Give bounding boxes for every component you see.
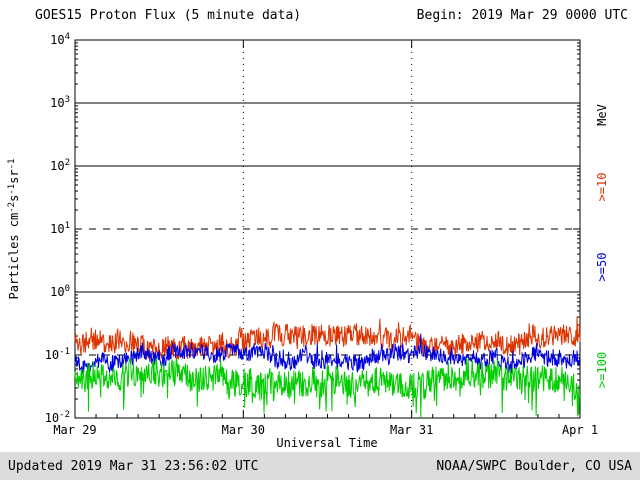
legend-ge100-label: >=100	[595, 351, 609, 389]
svg-text:101: 101	[50, 221, 70, 236]
footer-bar: Updated 2019 Mar 31 23:56:02 UTC NOAA/SW…	[0, 452, 640, 480]
svg-text:102: 102	[50, 158, 70, 173]
svg-text:Mar 29: Mar 29	[53, 423, 96, 437]
updated-timestamp: Updated 2019 Mar 31 23:56:02 UTC	[8, 458, 259, 474]
svg-text:10-1: 10-1	[45, 347, 70, 362]
svg-text:Mar 31: Mar 31	[390, 423, 433, 437]
begin-time-label: Begin: 2019 Mar 29 0000 UTC	[416, 8, 628, 23]
mev-unit-label: MeV	[595, 104, 609, 126]
legend-ge50-label: >=50	[595, 252, 609, 282]
chart-title: GOES15 Proton Flux (5 minute data)	[35, 8, 302, 23]
x-axis-label: Universal Time	[276, 436, 378, 450]
svg-text:103: 103	[50, 95, 70, 110]
svg-text:Apr 1: Apr 1	[562, 423, 598, 437]
legend-ge10-label: >=10	[595, 172, 609, 202]
svg-text:10-2: 10-2	[45, 410, 70, 425]
svg-text:100: 100	[50, 284, 70, 299]
credit-label: NOAA/SWPC Boulder, CO USA	[436, 458, 632, 474]
y-axis-label: Particles cm-2s-1sr-1	[7, 158, 21, 300]
svg-text:Mar 30: Mar 30	[222, 423, 265, 437]
svg-text:104: 104	[50, 32, 70, 47]
